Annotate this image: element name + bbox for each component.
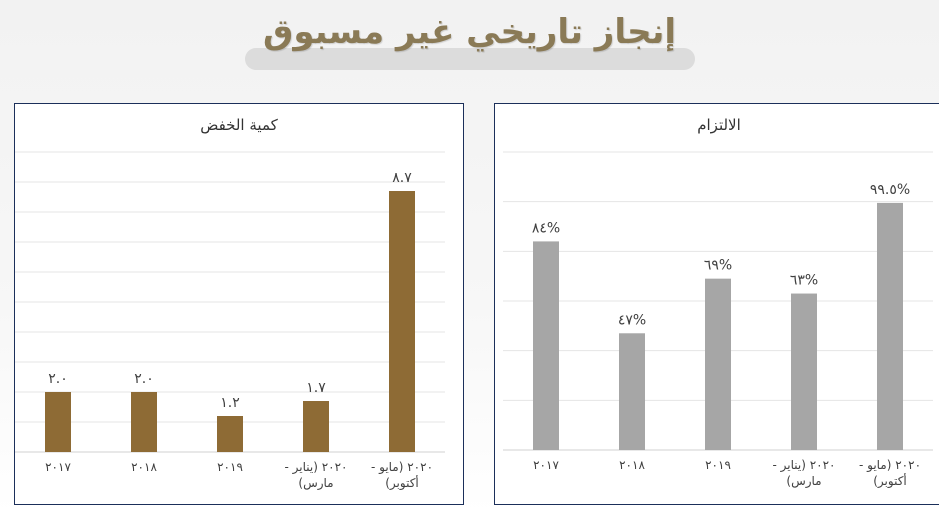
chart-title-reduction: كمية الخفض bbox=[200, 116, 278, 134]
reduction-chart: ٢.٠ ٢٠١٧ ٢.٠ ٢٠١٨ ١.٢ ٢٠١٩ ١.٧ ٢٠٢٠ (يناير -مار… bbox=[15, 151, 445, 491]
data-label: ١.٧ bbox=[306, 380, 326, 396]
title-underline bbox=[245, 48, 695, 70]
bar bbox=[705, 278, 731, 450]
chart-title-compliance: الالتزام bbox=[697, 116, 741, 134]
data-label: ٢.٠ bbox=[48, 371, 68, 387]
x-tick-label: ٢٠١٧ bbox=[533, 458, 559, 472]
data-label: ٨٤% bbox=[532, 220, 560, 236]
compliance-chart: ٨٤% ٢٠١٧ ٤٧% ٢٠١٨ ٦٩% ٢٠١٩ ٦٣% ٢٠٢٠ (يناير -مار… bbox=[503, 151, 933, 489]
x-tick-label: ٢٠١٩ bbox=[217, 460, 243, 474]
bar bbox=[877, 202, 903, 450]
bar bbox=[45, 392, 71, 452]
bar bbox=[303, 401, 329, 452]
page-title: إنجاز تاريخي غير مسبوق bbox=[262, 12, 677, 52]
reduction-chart-panel: كمية الخفض ٢.٠ ٢٠١٧ ٢.٠ ٢٠١٨ ١.٢ ٢٠١٩ ١.٧ ٢٠٢٠ … bbox=[14, 103, 464, 505]
compliance-chart-panel: الالتزام ٨٤% ٢٠١٧ ٤٧% ٢٠١٨ ٦٩% ٢٠١٩ ٦٣% ٢٠٢٠ (ي… bbox=[494, 103, 939, 505]
x-tick-label: ٢٠٢٠ (مايو -أكتوبر) bbox=[859, 458, 921, 489]
data-label: ٦٩% bbox=[704, 258, 732, 274]
bar bbox=[131, 392, 157, 452]
x-tick-label: ٢٠١٩ bbox=[705, 458, 731, 472]
data-label: ٢.٠ bbox=[134, 371, 154, 387]
bar bbox=[389, 191, 415, 452]
bar bbox=[619, 333, 645, 450]
bar bbox=[791, 293, 817, 450]
bar bbox=[217, 416, 243, 452]
data-label: ٨.٧ bbox=[392, 170, 412, 186]
x-tick-label: ٢٠١٧ bbox=[45, 460, 71, 474]
x-tick-label: ٢٠٢٠ (يناير -مارس) bbox=[773, 458, 836, 489]
x-tick-label: ٢٠١٨ bbox=[131, 460, 157, 474]
data-label: ١.٢ bbox=[220, 395, 240, 411]
x-tick-label: ٢٠٢٠ (مايو -أكتوبر) bbox=[371, 460, 433, 491]
data-label: ٤٧% bbox=[618, 312, 646, 328]
x-tick-label: ٢٠١٨ bbox=[619, 458, 645, 472]
bar bbox=[533, 241, 559, 450]
data-label: ٩٩.٥% bbox=[870, 182, 910, 198]
x-tick-label: ٢٠٢٠ (يناير -مارس) bbox=[285, 460, 348, 491]
data-label: ٦٣% bbox=[790, 273, 818, 289]
